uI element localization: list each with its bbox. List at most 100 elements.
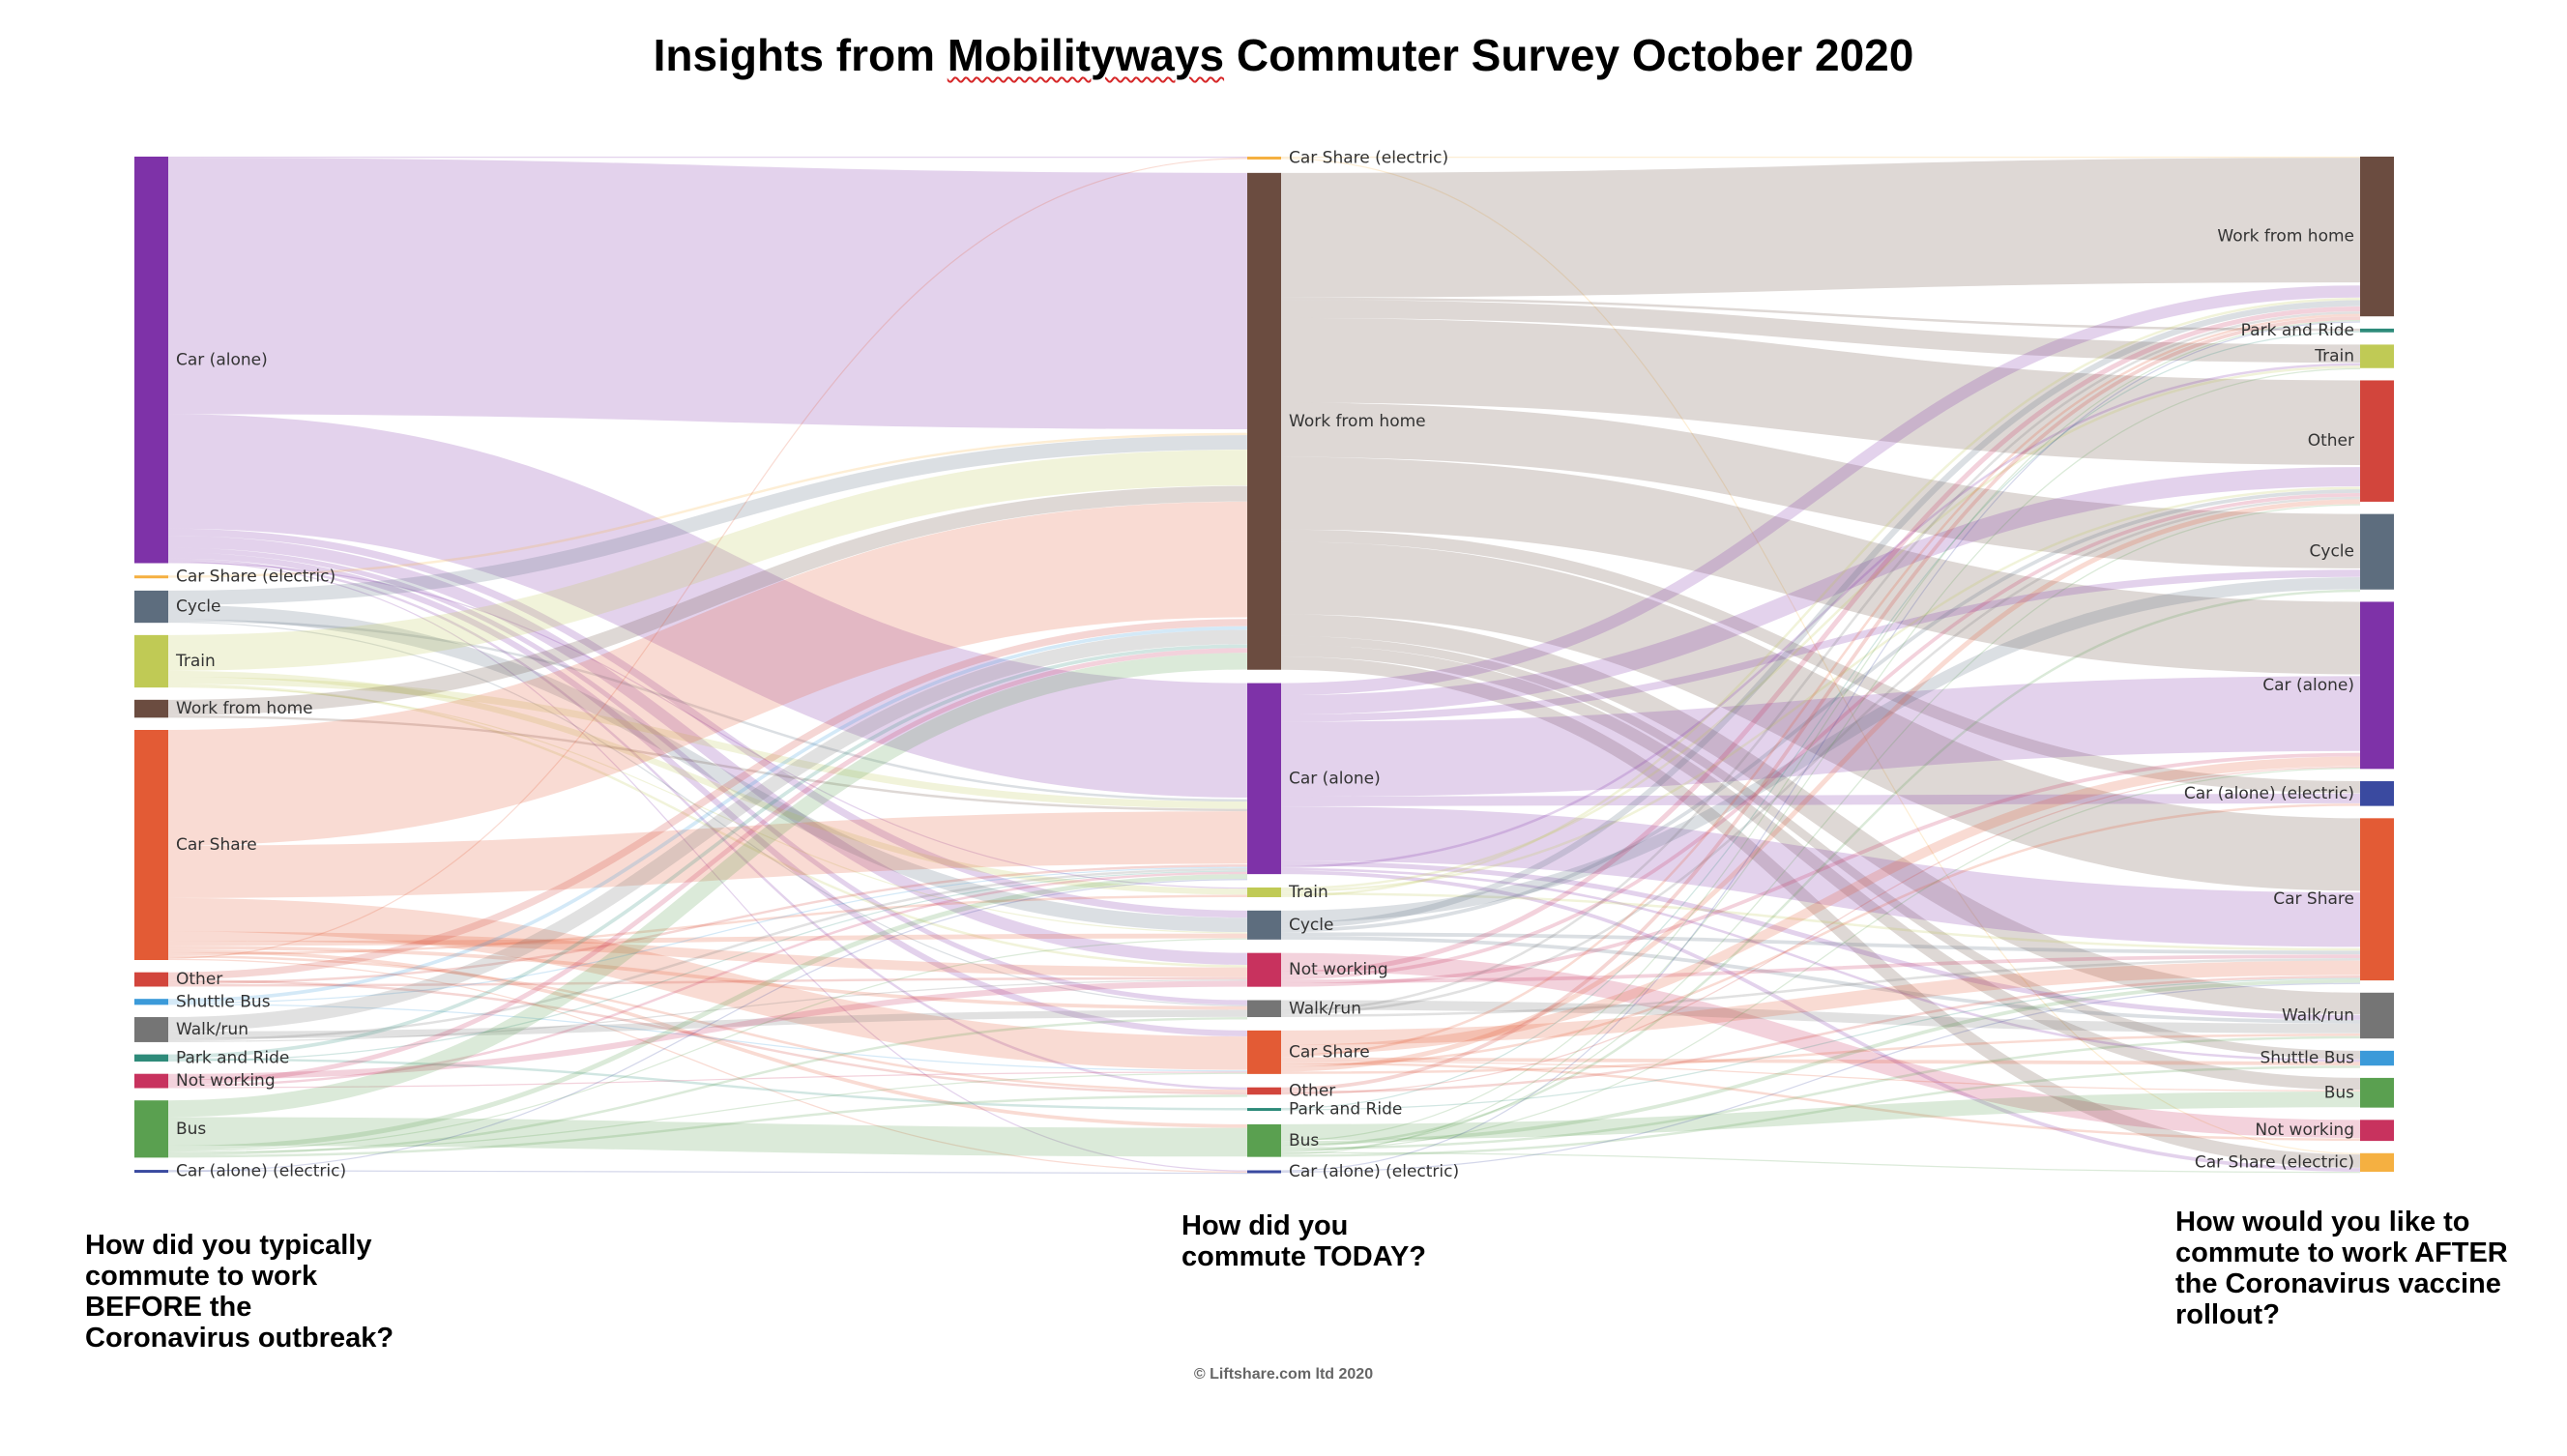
node-label-today-car-alone: Car (alone): [1289, 769, 1381, 788]
node-label-today-bus: Bus: [1289, 1131, 1319, 1150]
link-car-alone-to-other: [167, 558, 1248, 1091]
link-not-working-to-car-alone: [1280, 752, 2361, 987]
copyright-note: © Liftshare.com ltd 2020: [1193, 1366, 1374, 1383]
link-not-working-to-not-working: [167, 980, 1248, 1080]
link-car-alone-to-work-from-home: [1280, 285, 2361, 696]
link-park-and-ride-to-park-and-ride: [167, 1058, 1248, 1111]
link-bus-to-car-share-electric: [1280, 1151, 2361, 1174]
link-car-alone-to-train: [1280, 363, 2361, 868]
node-label-before-not-working: Not working: [176, 1071, 276, 1091]
label-layer: Car (alone) Car Share (electric) Cycle Trai…: [175, 149, 2354, 1181]
node-label-after-bus: Bus: [2324, 1083, 2354, 1102]
link-other-to-work-from-home: [167, 619, 1248, 980]
link-car-share-to-car-alone-electric: [167, 958, 1248, 1173]
link-car-share-to-shuttle-bus: [1280, 1057, 2361, 1066]
link-not-working-to-car-share: [167, 1071, 1248, 1089]
node-today-car-share-electric: [1247, 157, 1281, 160]
link-bus-to-other: [1280, 504, 2361, 1152]
link-car-share-to-car-alone: [167, 811, 1248, 898]
link-car-share-to-car-share: [167, 897, 1248, 1070]
link-walk-run-to-other: [1280, 496, 2361, 1015]
node-after-car-alone-electric: [2360, 781, 2394, 806]
link-car-share-to-bus: [167, 948, 1248, 1128]
link-car-share-to-other: [1280, 499, 2361, 1072]
link-cycle-to-car-alone: [167, 619, 1248, 802]
link-car-share-to-cycle: [167, 933, 1248, 946]
link-bus-to-walk-run: [167, 1017, 1248, 1155]
node-after-other: [2360, 380, 2394, 502]
link-work-from-home-to-other: [1280, 317, 2361, 465]
chart-title: Insights from Mobilityways Commuter Surv…: [0, 29, 2567, 81]
node-today-car-share: [1247, 1030, 1281, 1074]
node-label-before-car-alone: Car (alone): [176, 350, 268, 369]
link-other-to-car-alone: [167, 864, 1248, 985]
node-after-work-from-home: [2360, 157, 2394, 317]
node-before-car-alone-electric: [134, 1170, 168, 1174]
node-label-after-car-alone-electric: Car (alone) (electric): [2184, 784, 2354, 803]
link-work-from-home-to-park-and-ride: [1280, 297, 2361, 332]
link-train-to-car-share: [1280, 891, 2361, 951]
node-after-park-and-ride: [2360, 328, 2394, 333]
link-bus-to-car-alone: [167, 874, 1248, 1150]
node-label-before-shuttle-bus: Shuttle Bus: [176, 992, 271, 1011]
node-before-walk-run: [134, 1017, 168, 1042]
link-car-alone-to-car-share: [1280, 806, 2361, 947]
link-car-share-to-work-from-home: [1280, 313, 2361, 1058]
link-shuttle-bus-to-car-alone: [167, 866, 1248, 1005]
node-today-train: [1247, 887, 1281, 897]
node-label-today-park-and-ride: Park and Ride: [1289, 1100, 1402, 1120]
link-not-working-to-car-share: [1280, 954, 2361, 983]
link-cycle-to-other: [1280, 489, 2361, 933]
link-car-alone-to-car-share-electric: [1280, 870, 2361, 1172]
link-walk-run-to-work-from-home: [1280, 311, 2361, 1013]
link-not-working-to-car-alone: [167, 871, 1248, 1088]
node-label-after-not-working: Not working: [2255, 1121, 2354, 1140]
link-car-share-to-walk-run: [167, 946, 1248, 1010]
link-layer: [167, 156, 2361, 1175]
link-work-from-home-to-car-share-electric: [1280, 655, 2361, 1168]
link-car-share-electric-to-car-share-electric: [1280, 158, 2361, 1155]
node-label-after-walk-run: Walk/run: [2282, 1005, 2354, 1025]
link-cycle-to-cycle: [167, 604, 1248, 933]
node-label-before-bus: Bus: [176, 1120, 206, 1139]
link-car-alone-to-car-alone-electric: [1280, 793, 2361, 807]
node-before-car-share: [134, 730, 168, 961]
link-cycle-to-walk-run: [167, 621, 1248, 1006]
link-car-alone-to-walk-run: [167, 547, 1248, 1005]
link-cycle-to-car-share: [1280, 932, 2361, 955]
link-car-alone-to-car-alone: [167, 414, 1248, 798]
node-label-today-car-share-electric: Car Share (electric): [1289, 149, 1448, 168]
link-walk-run-to-car-alone: [167, 867, 1248, 1041]
node-label-today-not-working: Not working: [1289, 960, 1388, 979]
link-not-working-to-work-from-home: [1280, 306, 2361, 976]
node-today-car-alone: [1247, 683, 1281, 875]
node-before-train: [134, 634, 168, 688]
link-bus-to-car-alone: [1280, 768, 2361, 1151]
link-car-share-to-not-working: [1280, 1062, 2361, 1142]
link-train-to-train: [167, 670, 1248, 895]
node-after-cycle: [2360, 513, 2394, 590]
link-bus-to-car-share: [1280, 978, 2361, 1146]
link-bus-to-cycle: [167, 938, 1248, 1152]
link-car-share-to-car-alone-electric: [1280, 803, 2361, 1067]
link-shuttle-bus-to-car-share: [167, 1004, 1248, 1072]
node-layer: [134, 157, 2394, 1174]
node-before-other: [134, 972, 168, 987]
node-after-car-share-electric: [2360, 1152, 2394, 1172]
link-car-alone-electric-to-car-alone: [167, 879, 1248, 1173]
node-before-cycle: [134, 590, 168, 624]
link-car-share-to-bus: [1280, 1061, 2361, 1092]
title-tail: Commuter Survey October 2020: [1224, 30, 1914, 80]
link-bus-to-work-from-home: [1280, 320, 2361, 1142]
link-cycle-to-work-from-home: [167, 435, 1248, 605]
link-cycle-to-walk-run: [1280, 936, 2361, 1024]
link-car-share-to-car-alone: [1280, 756, 2361, 1055]
link-car-share-to-other: [167, 955, 1248, 1092]
link-cycle-to-cycle: [1280, 576, 2361, 923]
node-label-today-walk-run: Walk/run: [1289, 999, 1361, 1018]
node-before-work-from-home: [134, 699, 168, 718]
link-park-and-ride-to-car-share: [1280, 977, 2361, 1111]
link-not-working-to-not-working: [1280, 952, 2361, 1139]
link-car-alone-to-work-from-home: [167, 158, 1248, 429]
node-label-before-walk-run: Walk/run: [176, 1020, 248, 1039]
